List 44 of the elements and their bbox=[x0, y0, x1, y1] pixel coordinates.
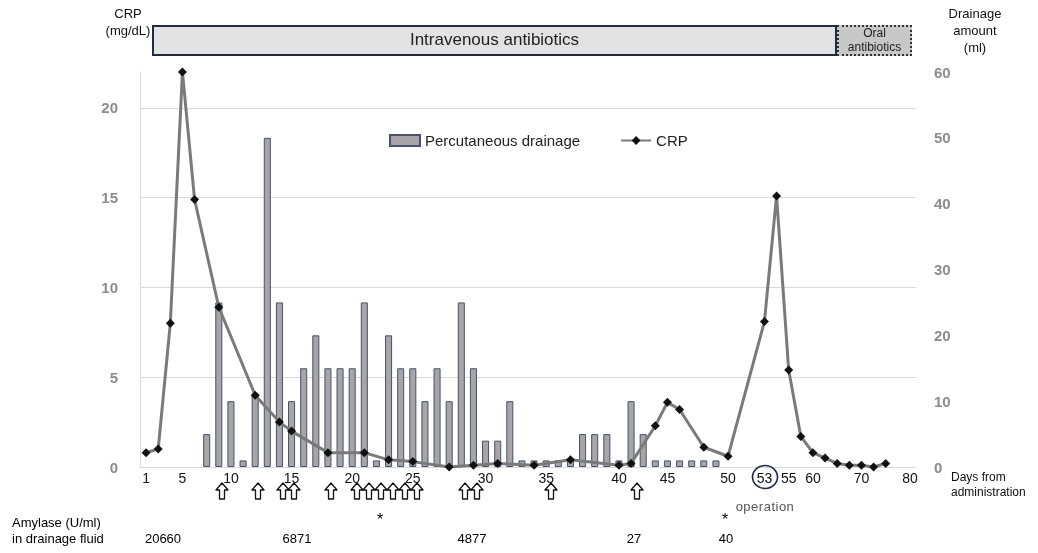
y2-tick-label: 30 bbox=[934, 261, 951, 278]
x-tick-label: 15 bbox=[283, 470, 300, 486]
x-tick-label: 60 bbox=[805, 470, 821, 486]
x-tick-label: 35 bbox=[538, 470, 555, 486]
y2-tick-label: 50 bbox=[934, 129, 951, 147]
y-tick-label: 0 bbox=[109, 458, 118, 476]
y2-tick-label: 20 bbox=[934, 326, 951, 344]
x-tick-label: 53 bbox=[756, 470, 773, 486]
legend-label: CRP bbox=[656, 132, 688, 149]
text: operation bbox=[735, 499, 795, 514]
y-tick-label: 10 bbox=[101, 278, 118, 296]
x-tick-label: 45 bbox=[659, 470, 676, 486]
y2-tick-label: 60 bbox=[934, 63, 951, 81]
x-tick-label: 5 bbox=[178, 470, 187, 486]
period-box: Oral antibiotics bbox=[837, 25, 912, 56]
x-tick-label: 50 bbox=[720, 470, 737, 486]
text: 27 bbox=[626, 531, 642, 546]
x-tick-label: 70 bbox=[853, 470, 870, 486]
text: 20660 bbox=[144, 531, 182, 546]
x-tick-label: 80 bbox=[902, 470, 918, 486]
x-tick-label: 55 bbox=[780, 470, 797, 486]
legend-label: Percutaneous drainage bbox=[425, 132, 581, 149]
x-tick-label: 20 bbox=[344, 470, 361, 486]
x-tick-label: 25 bbox=[405, 470, 421, 486]
y-tick-label: 5 bbox=[109, 368, 118, 386]
y-axis-title: CRP (mg/dL) bbox=[105, 6, 151, 38]
x-tick-label: 1 bbox=[142, 470, 151, 486]
period-box: Intravenous antibiotics bbox=[152, 25, 837, 56]
x-axis-title: Days from administration bbox=[951, 470, 1026, 499]
text: * bbox=[721, 511, 729, 528]
y2-tick-label: 40 bbox=[934, 195, 951, 213]
y2-axis-title: Drainage amount (ml) bbox=[948, 6, 1002, 55]
y-tick-label: 15 bbox=[101, 189, 118, 207]
text: 40 bbox=[718, 531, 734, 546]
x-tick-label: 30 bbox=[477, 470, 494, 486]
x-tick-label: 40 bbox=[611, 470, 627, 486]
x-tick-label: 10 bbox=[223, 470, 239, 486]
text: 6871 bbox=[282, 531, 312, 546]
y2-tick-label: 0 bbox=[934, 458, 943, 476]
y-tick-label: 20 bbox=[101, 99, 118, 117]
text: Amylase (U/ml) in drainage fluid bbox=[12, 515, 104, 546]
text: 4877 bbox=[457, 531, 487, 546]
y2-tick-label: 10 bbox=[934, 392, 951, 410]
text: * bbox=[376, 511, 384, 528]
